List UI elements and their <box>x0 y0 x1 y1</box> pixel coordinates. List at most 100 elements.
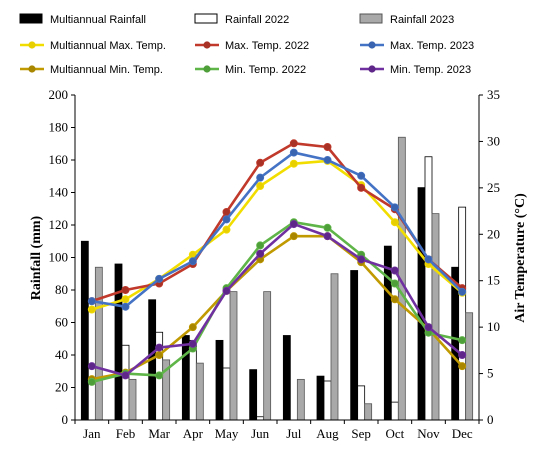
bar-multiannual-rainfall-aug <box>316 375 325 421</box>
bar-rainfall-2023-jun <box>263 291 272 421</box>
point-multiannual-min-temp-jul <box>289 232 298 241</box>
line-max-temp-2023 <box>91 151 464 309</box>
x-tick-label: Feb <box>116 426 136 441</box>
point-min-temp-2023-aug <box>323 232 332 241</box>
bar-marks <box>80 136 474 421</box>
point-min-temp-2023-apr <box>188 339 197 348</box>
legend-label-multiannual-rainfall: Multiannual Rainfall <box>50 14 146 26</box>
point-min-temp-2022-jan <box>87 377 96 386</box>
point-max-temp-2023-oct <box>390 203 399 212</box>
point-max-temp-2023-may <box>222 215 231 224</box>
legend-marker-multiannual-min-temp <box>28 65 36 73</box>
point-min-temp-2022-oct <box>390 279 399 288</box>
y2-tick-label: 35 <box>487 87 500 102</box>
point-multiannual-min-temp-oct <box>390 295 399 304</box>
point-multiannual-max-temp-jul <box>289 159 298 168</box>
point-max-temp-2023-apr <box>188 257 197 266</box>
point-max-temp-2022-jun <box>256 158 265 167</box>
y2-tick-label: 20 <box>487 226 500 241</box>
bar-rainfall-2022-sep <box>357 385 366 421</box>
bar-multiannual-rainfall-apr <box>181 335 190 421</box>
point-min-temp-2023-jun <box>256 249 265 258</box>
y-tick-label: 140 <box>49 185 69 200</box>
bar-rainfall-2022-oct <box>390 401 399 421</box>
bar-multiannual-rainfall-jul <box>282 335 291 421</box>
point-max-temp-2022-aug <box>323 142 332 151</box>
legend-swatch-multiannual-rainfall <box>19 13 43 24</box>
x-tick-label: Sep <box>351 426 371 441</box>
y-tick-label: 160 <box>49 152 69 167</box>
bar-rainfall-2023-dec <box>465 312 474 421</box>
point-min-temp-2023-jul <box>289 220 298 229</box>
x-tick-label: Jul <box>286 426 302 441</box>
y2-tick-label: 15 <box>487 273 500 288</box>
legend-marker-min-temp-2023 <box>368 65 376 73</box>
bar-rainfall-2023-apr <box>195 362 204 421</box>
point-multiannual-max-temp-feb <box>121 295 130 304</box>
line-min-temp-2022 <box>91 220 463 384</box>
bar-rainfall-2023-aug <box>330 273 339 421</box>
point-max-temp-2023-jul <box>289 148 298 157</box>
bar-rainfall-2022-dec <box>458 206 467 421</box>
point-max-temp-2023-sep <box>357 171 366 180</box>
point-min-temp-2023-sep <box>357 255 366 264</box>
x-tick-label: Oct <box>385 426 404 441</box>
point-max-temp-2022-feb <box>121 285 130 294</box>
bar-rainfall-2023-feb <box>128 378 137 421</box>
point-max-temp-2022-jul <box>289 139 298 148</box>
y-tick-label: 20 <box>55 380 68 395</box>
point-multiannual-min-temp-dec <box>458 362 467 371</box>
point-min-temp-2023-dec <box>458 350 467 359</box>
legend-label-min-temp-2023: Min. Temp. 2023 <box>390 64 471 76</box>
legend: Multiannual Rainfall Rainfall 2022 Rainfal… <box>19 13 474 76</box>
y-tick-label: 0 <box>62 412 69 427</box>
x-tick-label: Nov <box>417 426 440 441</box>
bar-multiannual-rainfall-jun <box>249 369 258 421</box>
point-min-temp-2022-jun <box>256 241 265 250</box>
line-marks <box>87 139 467 386</box>
point-multiannual-min-temp-mar <box>155 350 164 359</box>
point-multiannual-max-temp-may <box>222 225 231 234</box>
point-max-temp-2023-nov <box>424 255 433 264</box>
bar-rainfall-2022-nov <box>424 156 433 421</box>
bar-rainfall-2023-nov <box>431 213 440 421</box>
point-max-temp-2023-feb <box>121 302 130 311</box>
point-max-temp-2023-jun <box>256 173 265 182</box>
bar-rainfall-2022-may <box>222 367 231 421</box>
bar-multiannual-rainfall-nov <box>417 187 426 421</box>
bar-multiannual-rainfall-sep <box>350 270 359 421</box>
bar-multiannual-rainfall-feb <box>114 263 123 421</box>
point-min-temp-2022-dec <box>458 336 467 345</box>
legend-marker-multiannual-max-temp <box>28 41 36 49</box>
y-tick-label: 100 <box>49 250 69 265</box>
point-min-temp-2023-mar <box>155 343 164 352</box>
y2-tick-label: 5 <box>487 366 494 381</box>
legend-label-min-temp-2022: Min. Temp. 2022 <box>225 64 306 76</box>
x-tick-label: Dec <box>452 426 473 441</box>
y2-tick-label: 25 <box>487 180 500 195</box>
legend-marker-max-temp-2023 <box>368 41 376 49</box>
legend-marker-max-temp-2022 <box>203 41 211 49</box>
x-tick-label: Mar <box>148 426 170 441</box>
legend-label-rainfall-2022: Rainfall 2022 <box>225 14 289 26</box>
legend-label-max-temp-2022: Max. Temp. 2022 <box>225 40 309 52</box>
x-tick-label: Apr <box>183 426 204 441</box>
legend-swatch-rainfall-2023 <box>359 13 383 24</box>
point-min-temp-2023-may <box>222 286 231 295</box>
y-tick-label: 60 <box>55 315 68 330</box>
point-min-temp-2023-jan <box>87 362 96 371</box>
point-min-temp-2023-oct <box>390 266 399 275</box>
y-tick-label: 80 <box>55 282 68 297</box>
point-max-temp-2023-dec <box>458 287 467 296</box>
y-tick-label: 200 <box>49 87 69 102</box>
point-multiannual-min-temp-apr <box>188 323 197 332</box>
line-multiannual-min-temp <box>91 234 464 381</box>
point-max-temp-2023-mar <box>155 274 164 283</box>
bar-rainfall-2022-feb <box>121 344 130 421</box>
point-min-temp-2022-aug <box>323 223 332 232</box>
point-min-temp-2022-mar <box>155 371 164 380</box>
line-max-temp-2022 <box>91 141 464 303</box>
y-tick-label: 120 <box>49 217 69 232</box>
legend-label-multiannual-min-temp: Multiannual Min. Temp. <box>50 64 163 76</box>
